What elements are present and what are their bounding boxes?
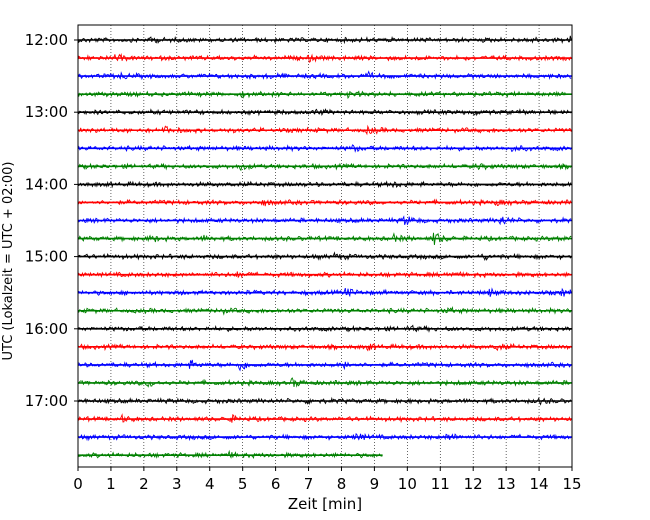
y-tick-label-1700: 17:00: [25, 392, 68, 410]
seismogram-traces: [77, 35, 572, 459]
x-tick-label-5: 5: [238, 475, 248, 493]
x-tick-label-12: 12: [464, 475, 483, 493]
trace-1230: [77, 70, 572, 81]
plot-frame: [77, 24, 573, 468]
x-tick-label-1: 1: [106, 475, 116, 493]
x-tick-label-11: 11: [431, 475, 450, 493]
x-tick-label-4: 4: [205, 475, 215, 493]
x-axis-ticks: 0 1 2 3 4 5 6 7 8 9 10 11 12 13 14 15: [73, 467, 582, 493]
y-tick-label-1500: 15:00: [25, 248, 68, 266]
x-tick-label-8: 8: [337, 475, 347, 493]
y-tick-label-1400: 14:00: [25, 175, 68, 193]
x-tick-label-10: 10: [398, 475, 417, 493]
x-tick-label-14: 14: [530, 475, 549, 493]
trace-1545: [77, 306, 572, 316]
x-tick-label-0: 0: [73, 475, 83, 493]
y-tick-label-1600: 16:00: [25, 320, 68, 338]
x-axis-label: Zeit [min]: [288, 495, 362, 513]
x-tick-label-2: 2: [139, 475, 149, 493]
x-tick-label-15: 15: [562, 475, 581, 493]
x-tick-label-6: 6: [271, 475, 281, 493]
trace-1200: [77, 35, 572, 45]
y-axis-ticks: 12:00 13:00 14:00 15:00 16:00 17:00: [25, 31, 78, 410]
y-axis-label: UTC (Lokalzeit = UTC + 02:00): [1, 162, 16, 361]
x-tick-label-9: 9: [370, 475, 380, 493]
y-tick-label-1200: 12:00: [25, 31, 68, 49]
x-tick-label-13: 13: [497, 475, 516, 493]
x-tick-label-3: 3: [172, 475, 182, 493]
y-tick-label-1300: 13:00: [25, 103, 68, 121]
x-tick-label-7: 7: [304, 475, 314, 493]
